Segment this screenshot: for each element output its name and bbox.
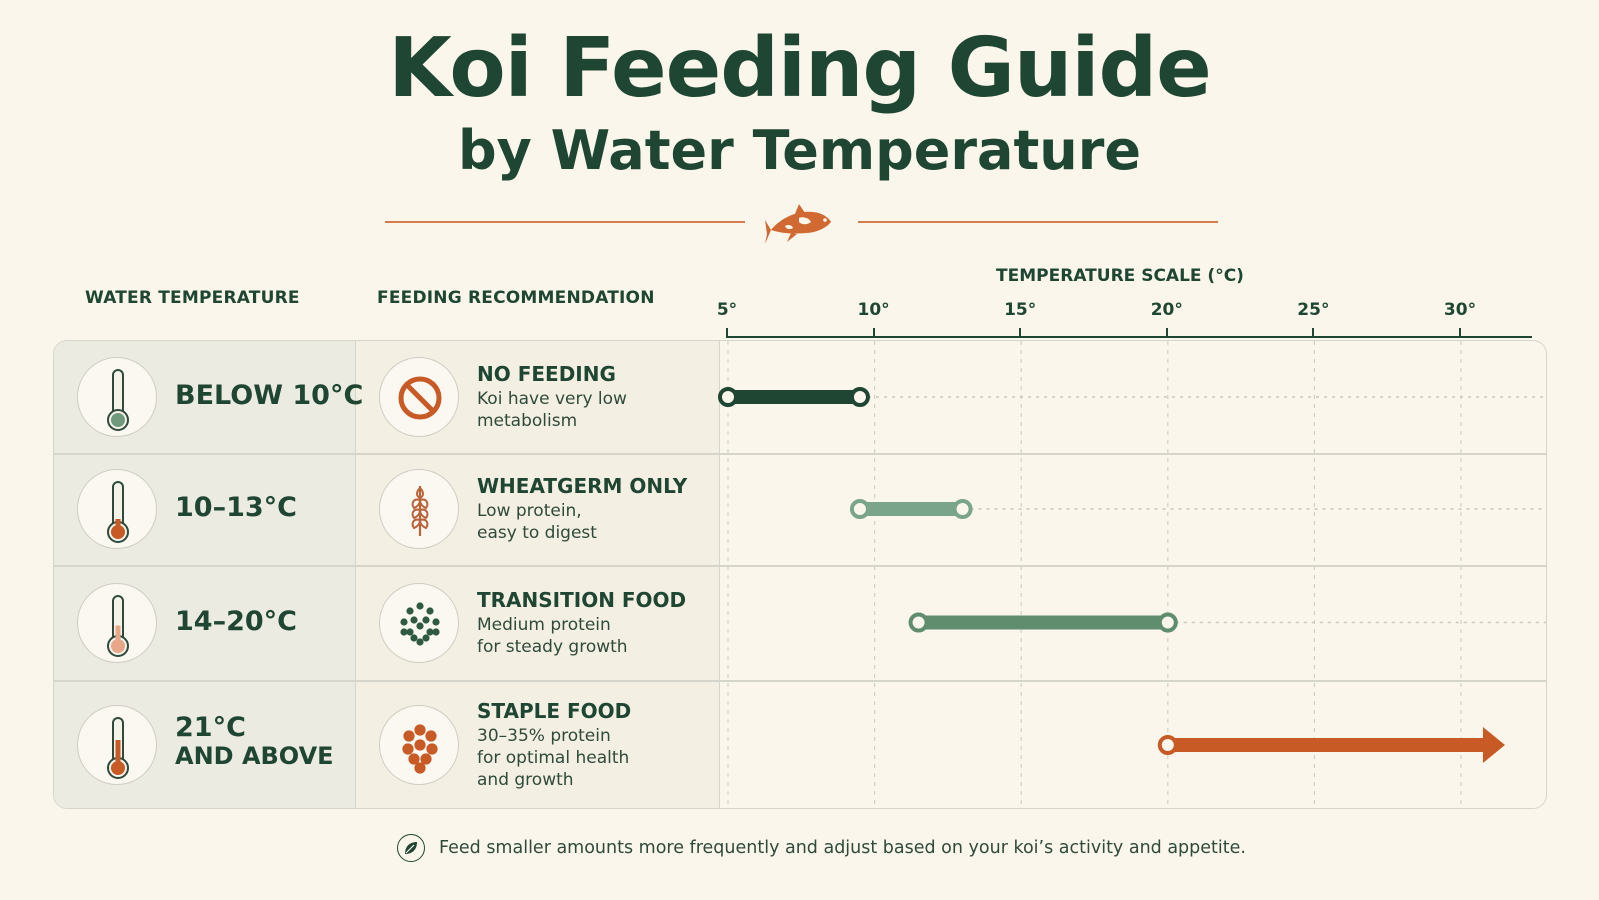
row-divider xyxy=(54,453,1546,455)
recommendation-description: Koi have very low metabolism xyxy=(477,388,627,432)
pellets-small-icon xyxy=(379,582,459,663)
feeding-row: 14–20°C TRANSITION FOOD Medium protein for … xyxy=(54,565,1546,680)
koi-fish-icon xyxy=(765,200,837,246)
temperature-label-line: 14–20°C xyxy=(175,605,297,637)
feeding-table: BELOW 10°C NO FEEDING Koi have very low me… xyxy=(53,340,1547,809)
feeding-row: BELOW 10°C NO FEEDING Koi have very low me… xyxy=(54,341,1546,453)
recommendation-description-line: easy to digest xyxy=(477,523,597,543)
axis-tick-label: 25° xyxy=(1297,300,1330,320)
axis-tick-label: 15° xyxy=(1004,300,1037,320)
temperature-label-line: BELOW 10°C xyxy=(175,380,364,411)
temperature-label-line: 10–13°C xyxy=(175,492,297,523)
axis-tick-label: 30° xyxy=(1443,300,1477,320)
range-endpoint xyxy=(849,387,870,407)
feeding-row: 21°C AND ABOVE STAPLE FOOD 30–35% protein fo… xyxy=(54,680,1546,808)
range-endpoint xyxy=(1157,735,1178,755)
temperature-label: 21°C AND ABOVE xyxy=(175,713,334,769)
temperature-label: 10–13°C xyxy=(175,493,297,523)
temperature-label: 14–20°C xyxy=(175,605,297,637)
temperature-label-line: AND ABOVE xyxy=(175,741,334,770)
axis-tick-mark xyxy=(1312,328,1315,338)
axis-tick-mark xyxy=(726,328,728,338)
recommendation-description-line: Medium protein xyxy=(477,614,611,635)
recommendation-title: TRANSITION FOOD xyxy=(477,587,687,612)
page-subtitle: by Water Temperature xyxy=(457,119,1141,182)
temperature-scale-title: TEMPERATURE SCALE (°C) xyxy=(996,266,1244,286)
footer-tip: Feed smaller amounts more frequently and… xyxy=(397,833,1246,863)
column-header-water-temperature: WATER TEMPERATURE xyxy=(85,288,300,308)
recommendation-title: WHEATGERM ONLY xyxy=(477,474,688,498)
footer-tip-text: Feed smaller amounts more frequently and… xyxy=(439,838,1246,858)
recommendation-description: 30–35% protein for optimal health and grow… xyxy=(477,725,629,791)
divider-left xyxy=(385,221,745,223)
range-endpoint xyxy=(908,612,929,633)
divider-right xyxy=(858,221,1218,223)
recommendation-title: STAPLE FOOD xyxy=(477,699,632,723)
leaf-icon xyxy=(397,834,425,862)
recommendation-description-line: and growth xyxy=(477,770,574,790)
pellets-large-icon xyxy=(379,705,459,785)
thermometer-icon xyxy=(77,705,157,785)
recommendation-description-line: for steady growth xyxy=(477,636,628,657)
thermometer-icon xyxy=(77,469,157,549)
wheat-icon xyxy=(379,469,459,549)
axis-tick-mark xyxy=(1165,328,1168,338)
feeding-row: 10–13°C WHEATGERM ONLY Low protein, easy t… xyxy=(54,453,1546,565)
range-endpoint xyxy=(1157,612,1178,633)
row-divider xyxy=(54,680,1546,682)
axis-tick-label: 10° xyxy=(857,300,890,320)
recommendation-description-line: metabolism xyxy=(477,411,578,431)
temperature-range-chart xyxy=(718,341,1546,808)
axis-tick-mark xyxy=(872,328,875,338)
recommendation-description-line: Low protein, xyxy=(477,501,582,521)
temperature-label-line: 21°C xyxy=(175,712,246,743)
thermometer-icon xyxy=(77,582,157,663)
recommendation-description-line: Koi have very low xyxy=(477,389,627,409)
temperature-label: BELOW 10°C xyxy=(175,381,363,411)
recommendation-title: NO FEEDING xyxy=(477,362,616,386)
range-endpoint xyxy=(952,499,973,519)
row-divider xyxy=(54,565,1546,567)
range-endpoint xyxy=(718,387,738,407)
thermometer-icon xyxy=(77,357,157,437)
recommendation-description-line: 30–35% protein xyxy=(477,726,611,746)
axis-tick-label: 5° xyxy=(716,300,738,320)
recommendation-description-line: for optimal health xyxy=(477,748,630,768)
axis-tick-mark xyxy=(1019,328,1022,338)
axis-tick-label: 20° xyxy=(1150,300,1183,320)
no-feeding-icon xyxy=(379,357,459,437)
page-title: Koi Feeding Guide xyxy=(388,21,1212,116)
recommendation-description: Medium protein for steady growth xyxy=(477,614,628,658)
axis-tick-mark xyxy=(1459,328,1461,338)
range-arrow-head xyxy=(1482,727,1505,763)
column-header-feeding-recommendation: FEEDING RECOMMENDATION xyxy=(377,288,655,308)
range-endpoint xyxy=(849,499,870,519)
recommendation-description: Low protein, easy to digest xyxy=(477,500,597,544)
axis-line xyxy=(727,336,1532,338)
